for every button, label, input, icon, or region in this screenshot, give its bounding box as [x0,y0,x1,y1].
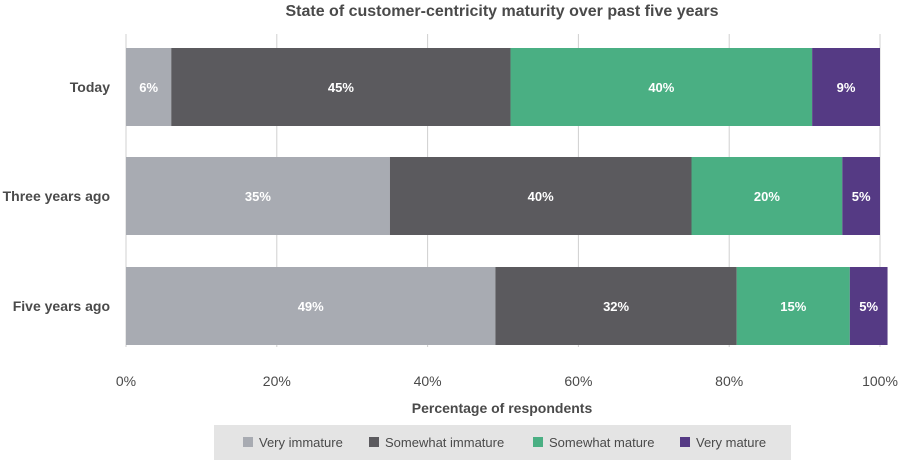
x-tick-label: 80% [715,373,743,389]
bar-segment [126,267,496,345]
bar-segment [389,157,692,235]
legend-swatch [533,437,543,447]
legend-swatch [369,437,379,447]
x-tick-label: 60% [564,373,592,389]
data-label: 40% [648,80,674,95]
data-label: 20% [754,189,780,204]
x-tick-label: 0% [116,373,136,389]
data-label: 6% [139,80,158,95]
legend-background [214,425,791,460]
bar-segment [510,48,813,126]
data-label: 9% [837,80,856,95]
data-label: 49% [298,299,324,314]
legend-label: Very mature [696,435,766,450]
data-label: 5% [859,299,878,314]
x-axis-title: Percentage of respondents [412,400,593,416]
x-tick-label: 100% [862,373,898,389]
x-tick-label: 40% [414,373,442,389]
bar-segment [849,267,888,345]
legend-swatch [243,437,253,447]
legend-label: Very immature [259,435,343,450]
legend-label: Somewhat immature [385,435,504,450]
category-labels: Today Three years ago Five years ago [3,79,111,314]
chart-title: State of customer-centricity maturity ov… [285,3,718,20]
bar-area: 6% 45% 40% 9% 35% 40% 20% 5% 49% 32% 15% 5% [126,48,888,345]
data-label: 35% [245,189,271,204]
bar-segment [736,267,850,345]
bar-segment [812,48,880,126]
data-label: 32% [603,299,629,314]
category-label: Three years ago [3,188,110,204]
category-label: Five years ago [13,298,110,314]
bar-segment [126,48,172,126]
bar-segment [126,157,390,235]
bar-segment [495,267,737,345]
x-tick-label: 20% [263,373,291,389]
bar-segment [691,157,843,235]
category-label: Today [70,79,110,95]
data-label: 45% [328,80,354,95]
bar-segment [171,48,511,126]
legend: Very immature Somewhat immature Somewhat m… [214,425,791,460]
bar-segment [842,157,880,235]
data-label: 15% [780,299,806,314]
data-label: 5% [852,189,871,204]
legend-swatch [680,437,690,447]
x-tick-labels: 0% 20% 40% 60% 80% 100% [116,373,898,389]
legend-label: Somewhat mature [549,435,655,450]
data-label: 40% [528,189,554,204]
